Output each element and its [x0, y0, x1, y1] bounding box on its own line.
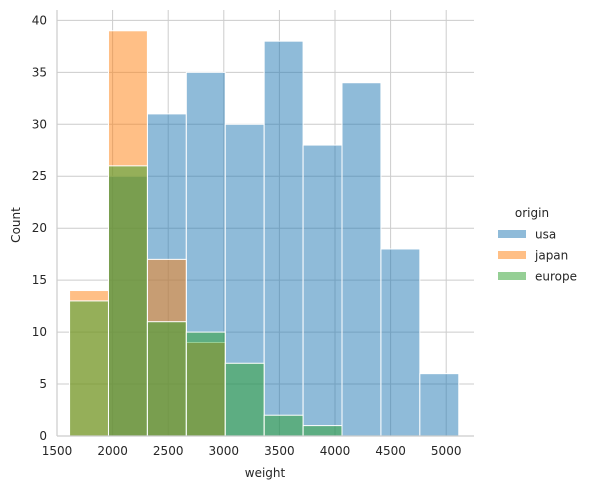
bar-europe: [146, 321, 187, 437]
legend-label-japan: japan: [534, 249, 568, 263]
x-tick-label: 1500: [42, 444, 73, 458]
y-tick-label: 35: [32, 65, 47, 79]
x-tick-label: 2500: [153, 444, 184, 458]
y-axis-label: Count: [9, 207, 23, 243]
y-tick-label: 25: [32, 169, 47, 183]
bar-europe: [224, 362, 265, 437]
legend-title: origin: [515, 206, 549, 220]
x-tick-label: 3000: [209, 444, 240, 458]
bar-europe: [263, 414, 304, 437]
y-tick-label: 0: [39, 429, 47, 443]
bar-usa: [380, 248, 421, 437]
bar-europe: [185, 331, 226, 437]
x-tick-label: 3500: [264, 444, 295, 458]
y-tick-label: 5: [39, 377, 47, 391]
bar-europe: [302, 425, 343, 437]
bar-usa: [263, 40, 304, 437]
y-tick-label: 40: [32, 13, 47, 27]
bar-usa: [302, 144, 343, 437]
x-tick-labels: 1500 2000 2500 3000 3500 4000 4500 5000: [42, 444, 462, 458]
legend: origin usa japan europe: [498, 206, 577, 284]
axes: [56, 10, 474, 437]
x-tick-label: 4500: [375, 444, 406, 458]
y-tick-label: 20: [32, 221, 47, 235]
bar-europe: [107, 165, 148, 437]
legend-swatch-japan: [498, 251, 526, 259]
y-tick-label: 30: [32, 117, 47, 131]
bars-layer: [69, 30, 460, 437]
legend-label-europe: europe: [535, 270, 577, 284]
x-tick-label: 2000: [97, 444, 128, 458]
bar-europe: [69, 300, 109, 437]
legend-swatch-europe: [498, 272, 526, 280]
x-axis-label: weight: [245, 466, 286, 480]
x-tick-label: 5000: [431, 444, 462, 458]
bar-usa: [341, 82, 382, 437]
legend-swatch-usa: [498, 230, 526, 238]
bar-usa: [419, 373, 460, 437]
y-tick-label: 15: [32, 273, 47, 287]
y-tick-label: 10: [32, 325, 47, 339]
x-tick-label: 4000: [320, 444, 351, 458]
y-tick-labels: 0 5 10 15 20 25 30 35 40: [32, 13, 47, 443]
legend-label-usa: usa: [535, 228, 556, 242]
